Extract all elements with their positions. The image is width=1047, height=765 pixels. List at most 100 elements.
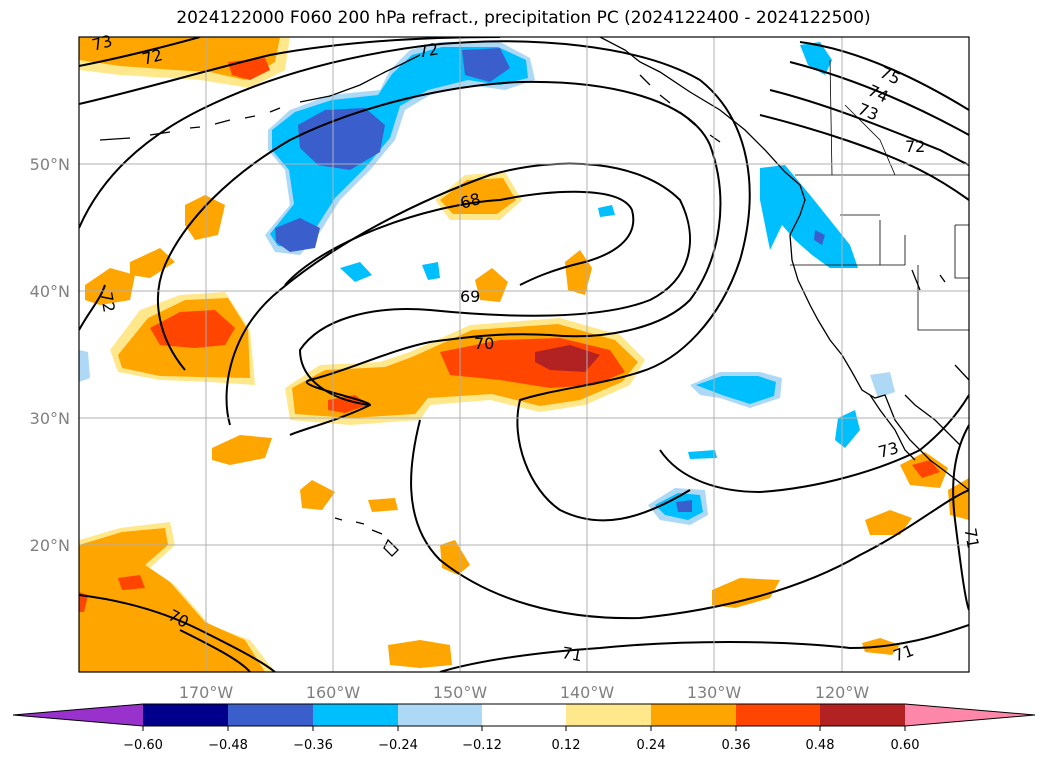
precip-area-small-1 (185, 195, 225, 240)
precip-area-north-core (79, 37, 280, 80)
colorbar-segment (736, 704, 820, 726)
contour-69 (225, 162, 691, 426)
precip-area-blue-south-dark (676, 500, 692, 512)
contour-label: 73 (876, 438, 901, 462)
contour-label: 72 (905, 137, 925, 156)
contour-label: 72 (97, 290, 119, 313)
precip-area-blue-coast (760, 165, 858, 268)
longitude-labels: 170°W 160°W 150°W 140°W 130°W 120°W (179, 683, 870, 702)
refractivity-contours (79, 37, 969, 672)
contour-label: 71 (961, 526, 983, 549)
precip-area-small-4 (212, 435, 272, 465)
colorbar-tick-label: 0.48 (806, 738, 835, 753)
precip-area-blue-mid-core (696, 376, 776, 404)
colorbar-tick-label: 0.60 (891, 738, 920, 753)
border-states (790, 214, 969, 331)
contour-72 (79, 37, 501, 105)
colorbar-extend-high (905, 704, 1035, 726)
colorbar-segment (820, 704, 905, 726)
precip-area-small-9 (712, 578, 780, 608)
lat-label-20n: 20°N (30, 536, 70, 555)
contour-71 (79, 40, 751, 522)
lat-label-40n: 40°N (30, 282, 70, 301)
coast-alaska (599, 37, 969, 491)
colorbar-tick-label: −0.60 (123, 738, 163, 753)
contour-70-sw (79, 594, 276, 672)
coast-baja (869, 394, 961, 461)
precip-area-small-8 (388, 640, 452, 668)
contour-73 (79, 37, 201, 67)
precip-area-blue-se2 (870, 372, 895, 398)
precip-area-sw-orange (79, 528, 265, 672)
contour-71-south (439, 624, 969, 672)
precip-area-small-5 (300, 480, 335, 510)
contour-68 (284, 190, 635, 286)
lon-label-140w: 140°W (560, 683, 615, 702)
colorbar-segment (398, 704, 482, 726)
map-title: 2024122000 F060 200 hPa refract., precip… (176, 8, 871, 28)
precip-area-blue-north-dark3 (275, 218, 320, 252)
precip-area-center-darkred (535, 345, 600, 372)
precip-area-blue-se (835, 410, 860, 448)
precip-area-blue-north-dark1 (298, 108, 385, 170)
lon-label-160w: 160°W (306, 683, 361, 702)
lat-label-30n: 30°N (30, 409, 70, 428)
colorbar: −0.60 −0.48 −0.36 −0.24 −0.12 0.12 0.24 … (12, 703, 1036, 753)
lon-label-120w: 120°W (815, 683, 870, 702)
coastlines (99, 37, 969, 557)
precip-area-small-6 (368, 498, 398, 512)
contour-label: 68 (458, 189, 483, 213)
coast-hawaii (334, 517, 399, 557)
lon-label-130w: 130°W (687, 683, 742, 702)
colorbar-extend-low (13, 704, 143, 726)
colorbar-segment (143, 704, 228, 726)
contour-label: 72 (417, 39, 440, 61)
precip-area-blue-small-3 (598, 205, 615, 217)
precip-positive-areas (79, 37, 969, 672)
contour-73-se (659, 394, 969, 494)
contour-labels: 73 72 72 75 74 73 72 68 69 72 70 73 71 7… (90, 31, 983, 665)
precip-area-blue-small-2 (422, 262, 440, 280)
precip-area-nw-blob (85, 268, 135, 305)
precip-area-blue-coast-dark (814, 230, 825, 245)
precip-area-blue-small-4 (688, 450, 717, 459)
contour-70 (157, 80, 722, 436)
precip-area-blue-west (79, 350, 90, 382)
colorbar-segment (313, 704, 398, 726)
contour-east-edge (952, 424, 969, 611)
contour-label: 69 (460, 287, 480, 306)
precip-area-blue-north-core (270, 47, 528, 248)
precip-area-small-2 (475, 268, 508, 302)
colorbar-tick-label: 0.24 (637, 738, 666, 753)
coast-east-edge (911, 269, 969, 381)
lon-label-150w: 150°W (433, 683, 488, 702)
coast-alaska-peninsula (299, 54, 421, 103)
map-panel: 73 72 72 75 74 73 72 68 69 72 70 73 71 7… (78, 31, 983, 673)
colorbar-ticks (142, 726, 906, 731)
colorbar-segment (482, 704, 566, 726)
coast-islands (639, 74, 721, 143)
contour-ne-3 (769, 89, 969, 166)
colorbar-tick-label: −0.24 (378, 738, 418, 753)
lon-label-170w: 170°W (179, 683, 234, 702)
precip-area-sw-red2 (79, 592, 88, 612)
contour-ne-2 (789, 61, 969, 136)
precip-area-blue-ne (800, 42, 832, 75)
colorbar-segment (566, 704, 651, 726)
contour-label: 71 (560, 643, 583, 665)
lat-label-50n: 50°N (30, 155, 70, 174)
contour-72-south (410, 419, 969, 620)
contour-label: 72 (140, 45, 165, 69)
colorbar-segment (651, 704, 736, 726)
precip-area-east-1-red (912, 460, 940, 478)
colorbar-tick-label: 0.36 (722, 738, 751, 753)
latitude-labels: 50°N 40°N 30°N 20°N (30, 155, 70, 555)
precip-area-west-red (150, 310, 235, 348)
contour-72-west (79, 284, 106, 331)
map-frame (78, 36, 970, 673)
colorbar-tick-label: −0.12 (462, 738, 502, 753)
precip-area-blue-north-dark2 (462, 48, 510, 82)
colorbar-tick-labels: −0.60 −0.48 −0.36 −0.24 −0.12 0.12 0.24 … (123, 738, 919, 753)
precip-area-sw-red (118, 575, 145, 590)
